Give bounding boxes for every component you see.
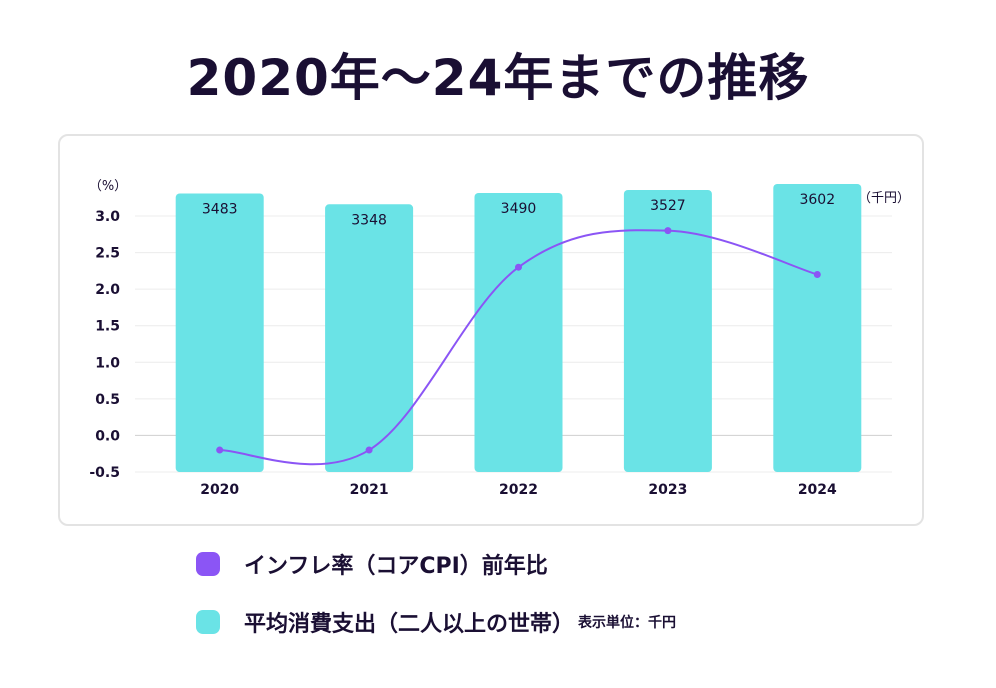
bar: [773, 184, 862, 472]
x-tick-label: 2021: [350, 482, 389, 498]
chart-card: 3.0 2.5 2.0 1.5 1.0 0.5 0.0 -0.5 （%） （千円） 3483 3348…: [58, 134, 924, 526]
x-tick-label: 2022: [499, 482, 538, 498]
line-point: [515, 263, 522, 271]
bar-data-label: 3527: [650, 198, 686, 214]
x-tick-label: 2020: [200, 482, 239, 498]
y-tick-label: -0.5: [89, 465, 120, 481]
y-tick-label: 2.0: [95, 282, 120, 298]
y-tick-label: 2.5: [95, 246, 120, 262]
legend-label-inflation: インフレ率（コアCPI）前年比: [244, 554, 548, 579]
legend-item-spending: 平均消費支出（二人以上の世帯） 表示単位：千円: [196, 606, 676, 638]
legend-item-inflation: インフレ率（コアCPI）前年比: [196, 548, 548, 580]
bar-data-label: 3490: [501, 201, 537, 217]
x-tick-label: 2024: [798, 482, 837, 498]
page-title: 2020年～24年までの推移: [186, 49, 810, 107]
y-tick-label: 3.0: [95, 209, 120, 225]
left-axis-unit: （%）: [89, 179, 127, 194]
combo-chart: 3.0 2.5 2.0 1.5 1.0 0.5 0.0 -0.5 （%） （千円） 3483 3348…: [89, 179, 910, 498]
legend-swatch-line: [196, 552, 220, 576]
y-tick-label: 1.0: [95, 355, 120, 371]
legend-label-spending: 平均消費支出（二人以上の世帯）: [244, 612, 575, 637]
y-tick-label: 0.5: [95, 392, 120, 408]
bar: [175, 193, 264, 472]
x-tick-label: 2023: [648, 482, 687, 498]
bar-data-label: 3348: [351, 212, 387, 228]
y-tick-label: 1.5: [95, 319, 120, 335]
line-point: [216, 446, 224, 454]
line-point: [664, 227, 672, 235]
line-point: [813, 271, 821, 279]
legend-unit-note: 表示単位：千円: [578, 615, 677, 631]
bar: [325, 204, 414, 472]
bar-data-label: 3483: [202, 202, 238, 218]
y-tick-label: 0.0: [95, 428, 120, 444]
bar-data-label: 3602: [799, 192, 835, 208]
series-line-inflation: [219, 229, 818, 466]
right-axis-unit: （千円）: [858, 191, 910, 206]
line-point: [365, 446, 373, 454]
bar: [623, 189, 712, 472]
bar: [474, 192, 563, 472]
legend-swatch-bar: [196, 610, 220, 634]
